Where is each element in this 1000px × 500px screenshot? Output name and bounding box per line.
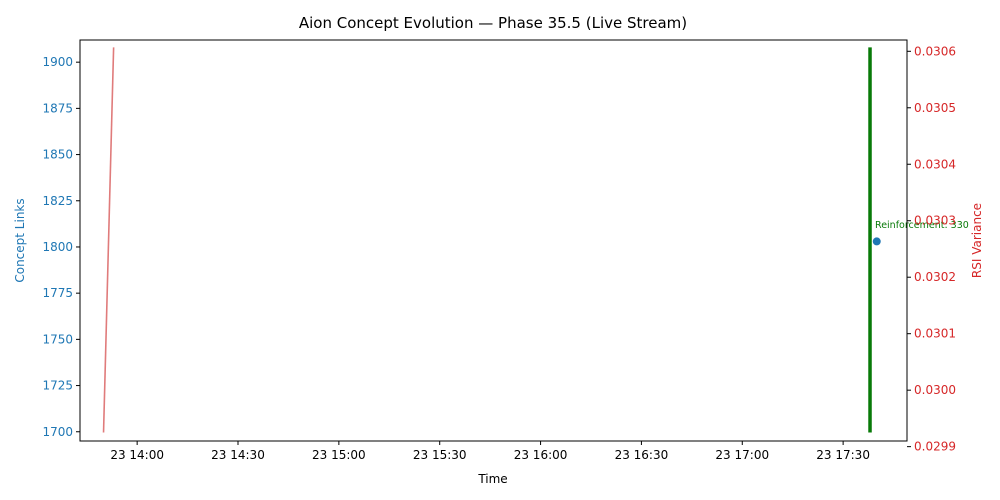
y-left-tick-label: 1775 [42, 286, 73, 300]
x-tick-label: 23 17:00 [715, 448, 769, 462]
plot-area: Reinforcement: 330 [102, 47, 969, 433]
x-tick-label: 23 14:00 [110, 448, 164, 462]
y-left-tick-label: 1850 [42, 148, 73, 162]
x-tick-label: 23 14:30 [211, 448, 265, 462]
x-axis: 23 14:00 23 14:30 23 15:00 23 15:30 23 16:00… [110, 441, 870, 462]
reinforcement-annotation: Reinforcement: 330 [875, 220, 969, 231]
y-left-tick-label: 1825 [42, 194, 73, 208]
x-axis-label: Time [477, 472, 507, 486]
y-right-tick-label: 0.0300 [914, 383, 956, 397]
rsi-variance-line [102, 47, 115, 433]
x-tick-label: 23 17:30 [816, 448, 870, 462]
plot-frame [79, 39, 908, 442]
x-tick-label: 23 15:00 [312, 448, 366, 462]
y-left-tick-label: 1725 [42, 379, 73, 393]
y-right-tick-label: 0.0299 [914, 440, 956, 454]
y-left-tick-label: 1875 [42, 101, 73, 115]
y-axis-right-label: RSI Variance [970, 203, 984, 278]
y-axis-left: 1700 1725 1750 1775 1800 1825 1850 1875 1900 [42, 55, 80, 439]
y-left-tick-label: 1900 [42, 55, 73, 69]
y-right-tick-label: 0.0305 [914, 101, 956, 115]
y-right-tick-label: 0.0306 [914, 44, 956, 58]
y-right-tick-label: 0.0304 [914, 157, 956, 171]
y-axis-left-label: Concept Links [13, 198, 27, 282]
y-left-tick-label: 1800 [42, 240, 73, 254]
y-left-tick-label: 1700 [42, 425, 73, 439]
y-axis-right: 0.0299 0.0300 0.0301 0.0302 0.0303 0.0304 0.03… [907, 44, 956, 454]
x-tick-label: 23 16:00 [514, 448, 568, 462]
y-right-tick-label: 0.0301 [914, 327, 956, 341]
chart-title: Aion Concept Evolution — Phase 35.5 (Liv… [299, 14, 687, 32]
concept-links-point [872, 237, 881, 246]
x-tick-label: 23 16:30 [615, 448, 669, 462]
x-tick-label: 23 15:30 [413, 448, 467, 462]
y-left-tick-label: 1750 [42, 332, 73, 346]
y-right-tick-label: 0.0303 [914, 214, 956, 228]
y-right-tick-label: 0.0302 [914, 270, 956, 284]
